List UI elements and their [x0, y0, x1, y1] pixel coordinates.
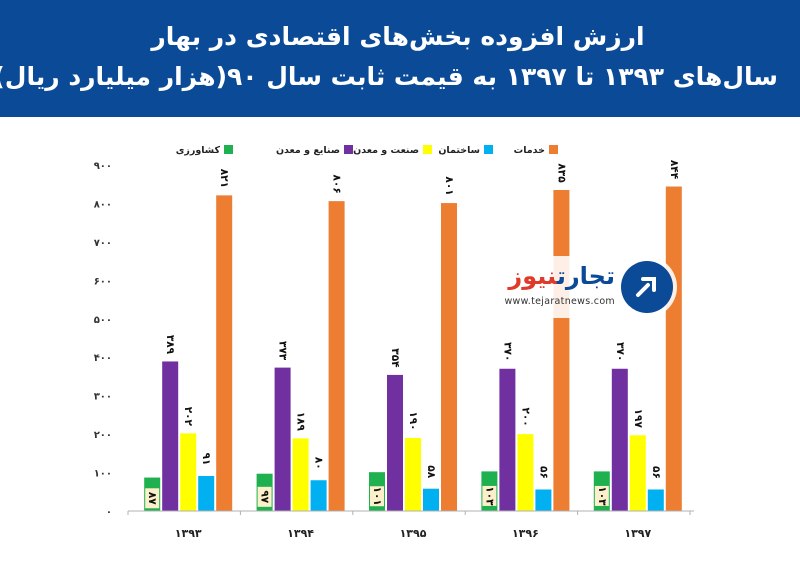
chart-area: ۰ ۱۰۰ ۲۰۰ ۳۰۰ ۴۰۰ ۵۰۰ ۶۰۰ ۷۰۰ ۸۰۰ ۹۰۰ کشاورزی صنایع…	[0, 117, 800, 574]
data-label: ۸۷	[146, 492, 158, 505]
tejaratnews-logo-icon	[621, 261, 673, 313]
y-tick-label: ۸۰۰	[94, 199, 112, 210]
legend-label: صنعت و معدن	[353, 145, 419, 156]
y-tick-label: ۵۰۰	[94, 315, 112, 326]
data-label: ۲۰۲	[182, 407, 194, 427]
data-label: ۹۱	[200, 453, 212, 466]
bar	[499, 368, 516, 511]
bar	[611, 368, 628, 511]
data-label: ۱۸۹	[295, 412, 307, 432]
y-tick-label: ۲۰۰	[94, 430, 112, 441]
legend-swatch	[484, 145, 493, 154]
arrow-icon	[636, 277, 656, 297]
legend-swatch	[423, 145, 432, 154]
bar	[405, 437, 421, 511]
data-label: ۸۴۴	[668, 160, 680, 180]
bar	[553, 189, 570, 511]
data-label-box	[594, 485, 609, 506]
bar	[162, 361, 179, 511]
data-label-box	[370, 486, 384, 507]
watermark-name-part1: تجارت	[556, 262, 615, 290]
data-label: ۲۰۰	[519, 407, 531, 426]
data-label: ۱۹۷	[632, 409, 644, 429]
bar-chart: ۰ ۱۰۰ ۲۰۰ ۳۰۰ ۴۰۰ ۵۰۰ ۶۰۰ ۷۰۰ ۸۰۰ ۹۰۰ کشاورزی صنایع…	[94, 145, 694, 540]
data-label: ۹۷	[259, 490, 271, 503]
data-label: ۳۷۰	[614, 342, 626, 361]
x-tick-label: ۱۳۹۵	[400, 527, 427, 540]
bar	[629, 435, 646, 511]
data-label: ۸۳۵	[555, 163, 567, 183]
x-tick-label: ۱۳۹۷	[624, 527, 651, 540]
y-tick-label: ۱۰۰	[94, 469, 112, 480]
bar	[517, 434, 534, 511]
data-label: ۵۶	[650, 466, 662, 479]
y-tick-label: ۴۰۰	[94, 353, 112, 364]
bar	[274, 367, 291, 511]
bar	[387, 374, 403, 511]
y-tick-label: ۳۰۰	[94, 392, 112, 403]
data-label-box	[257, 486, 272, 507]
chart-title-line-2: سال‌های ۱۳۹۳ تا ۱۳۹۷ به قیمت ثابت سال ۹۰…	[0, 62, 778, 91]
data-label-box	[482, 485, 497, 506]
bar	[292, 438, 309, 511]
data-label: ۸۲۱	[218, 169, 230, 188]
legend-label: ساختمان	[438, 145, 480, 156]
watermark-name-part2: نیوز	[508, 262, 557, 290]
data-label: ۱۰۱	[371, 487, 383, 506]
bar	[647, 489, 664, 511]
legend-label: کشاورزی	[176, 145, 221, 156]
x-tick-label: ۱۳۹۶	[512, 527, 539, 540]
data-label: ۸۰	[313, 457, 325, 470]
watermark-logo: تجارتنیوز www.tejaratnews.com	[487, 256, 677, 318]
bar	[216, 195, 233, 512]
legend-swatch	[344, 145, 353, 154]
data-label: ۱۹۰	[407, 411, 419, 430]
bar	[198, 476, 215, 511]
title-banner: ارزش افزوده بخش‌های اقتصادی در بهار سال‌…	[0, 0, 800, 117]
data-label: ۳۷۳	[277, 341, 289, 361]
legend-label: خدمات	[514, 145, 545, 156]
legend-swatch	[224, 145, 233, 154]
y-tick-label: ۹۰۰	[94, 161, 112, 172]
bar	[310, 480, 327, 511]
data-label: ۸۰۶	[331, 175, 343, 194]
data-label: ۳۵۴	[389, 348, 401, 368]
bar	[180, 433, 197, 511]
data-label: ۳۸۹	[164, 335, 176, 355]
bar	[441, 203, 457, 511]
data-label: ۵۶	[537, 466, 549, 479]
chart-title-line-1: ارزش افزوده بخش‌های اقتصادی در بهار	[151, 22, 645, 51]
data-label-box	[145, 488, 160, 509]
x-tick-label: ۱۳۹۴	[287, 527, 314, 540]
y-tick-label: ۰	[106, 507, 112, 518]
bar	[328, 201, 345, 511]
y-tick-label: ۷۰۰	[94, 238, 112, 249]
bar	[423, 488, 439, 511]
data-label: ۵۸	[425, 465, 437, 478]
legend-swatch	[549, 145, 558, 154]
bar	[665, 186, 682, 511]
legend-label: صنایع و معدن	[276, 145, 340, 156]
data-label: ۸۰۱	[443, 176, 455, 195]
y-tick-label: ۶۰۰	[94, 276, 112, 287]
watermark-name: تجارتنیوز	[508, 262, 615, 290]
x-tick-label: ۱۳۹۳	[175, 527, 202, 540]
watermark-url: www.tejaratnews.com	[504, 296, 615, 307]
data-label: ۱۰۳	[483, 486, 495, 506]
data-label: ۳۷۰	[501, 342, 513, 361]
bar	[535, 489, 552, 511]
data-label: ۱۰۳	[596, 486, 608, 506]
